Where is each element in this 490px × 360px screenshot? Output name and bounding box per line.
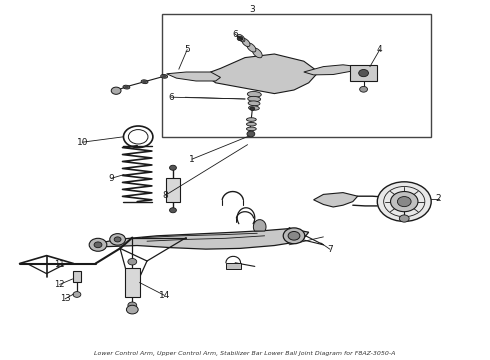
Ellipse shape: [161, 75, 168, 78]
Bar: [162, 14, 431, 137]
Polygon shape: [226, 263, 241, 269]
Circle shape: [170, 165, 176, 170]
Ellipse shape: [123, 85, 130, 89]
Circle shape: [359, 69, 368, 77]
Circle shape: [111, 87, 121, 94]
Text: 8: 8: [163, 191, 169, 199]
Ellipse shape: [252, 48, 262, 58]
Text: 10: 10: [76, 138, 88, 147]
Polygon shape: [304, 65, 358, 75]
Circle shape: [360, 86, 368, 92]
Circle shape: [110, 234, 125, 245]
Ellipse shape: [248, 96, 261, 102]
Text: 9: 9: [109, 174, 115, 183]
Circle shape: [162, 75, 166, 78]
Ellipse shape: [247, 91, 261, 97]
Circle shape: [397, 197, 411, 207]
Ellipse shape: [141, 80, 148, 84]
Text: 3: 3: [249, 5, 255, 14]
Circle shape: [124, 86, 128, 89]
Circle shape: [283, 228, 305, 244]
Polygon shape: [314, 193, 358, 207]
Text: 1: 1: [189, 155, 195, 163]
Circle shape: [126, 305, 138, 314]
Circle shape: [399, 215, 409, 222]
Circle shape: [250, 107, 255, 111]
Polygon shape: [91, 229, 309, 249]
Circle shape: [143, 80, 147, 83]
Circle shape: [128, 258, 137, 265]
Text: 6: 6: [169, 93, 174, 102]
Ellipse shape: [238, 35, 245, 42]
Polygon shape: [253, 220, 266, 231]
Circle shape: [391, 192, 418, 212]
Text: 4: 4: [377, 45, 383, 54]
Bar: [350, 65, 377, 81]
Ellipse shape: [242, 39, 250, 46]
Text: Lower Control Arm, Upper Control Arm, Stabilizer Bar Lower Ball Joint Diagram fo: Lower Control Arm, Upper Control Arm, St…: [94, 351, 396, 356]
Text: 14: 14: [158, 291, 170, 300]
Circle shape: [170, 208, 176, 213]
Circle shape: [114, 237, 121, 242]
Circle shape: [128, 302, 137, 309]
Ellipse shape: [247, 43, 256, 52]
Text: 6: 6: [232, 30, 238, 39]
Polygon shape: [167, 72, 220, 81]
Ellipse shape: [248, 106, 259, 110]
Circle shape: [247, 131, 255, 137]
Circle shape: [237, 36, 243, 41]
Circle shape: [94, 242, 102, 248]
Text: 13: 13: [60, 294, 71, 303]
Ellipse shape: [246, 127, 256, 131]
Circle shape: [288, 231, 300, 240]
Circle shape: [89, 238, 107, 251]
Bar: [125, 268, 140, 297]
Ellipse shape: [246, 122, 256, 126]
Circle shape: [377, 182, 431, 221]
Circle shape: [73, 292, 81, 297]
Ellipse shape: [248, 101, 260, 106]
Text: 11: 11: [54, 261, 65, 269]
Text: 2: 2: [436, 194, 441, 203]
Ellipse shape: [246, 118, 256, 121]
Text: 7: 7: [327, 245, 333, 253]
Polygon shape: [206, 54, 318, 94]
Text: 12: 12: [54, 280, 65, 289]
Bar: [166, 178, 180, 202]
Text: 5: 5: [184, 45, 190, 54]
Bar: [73, 271, 81, 282]
